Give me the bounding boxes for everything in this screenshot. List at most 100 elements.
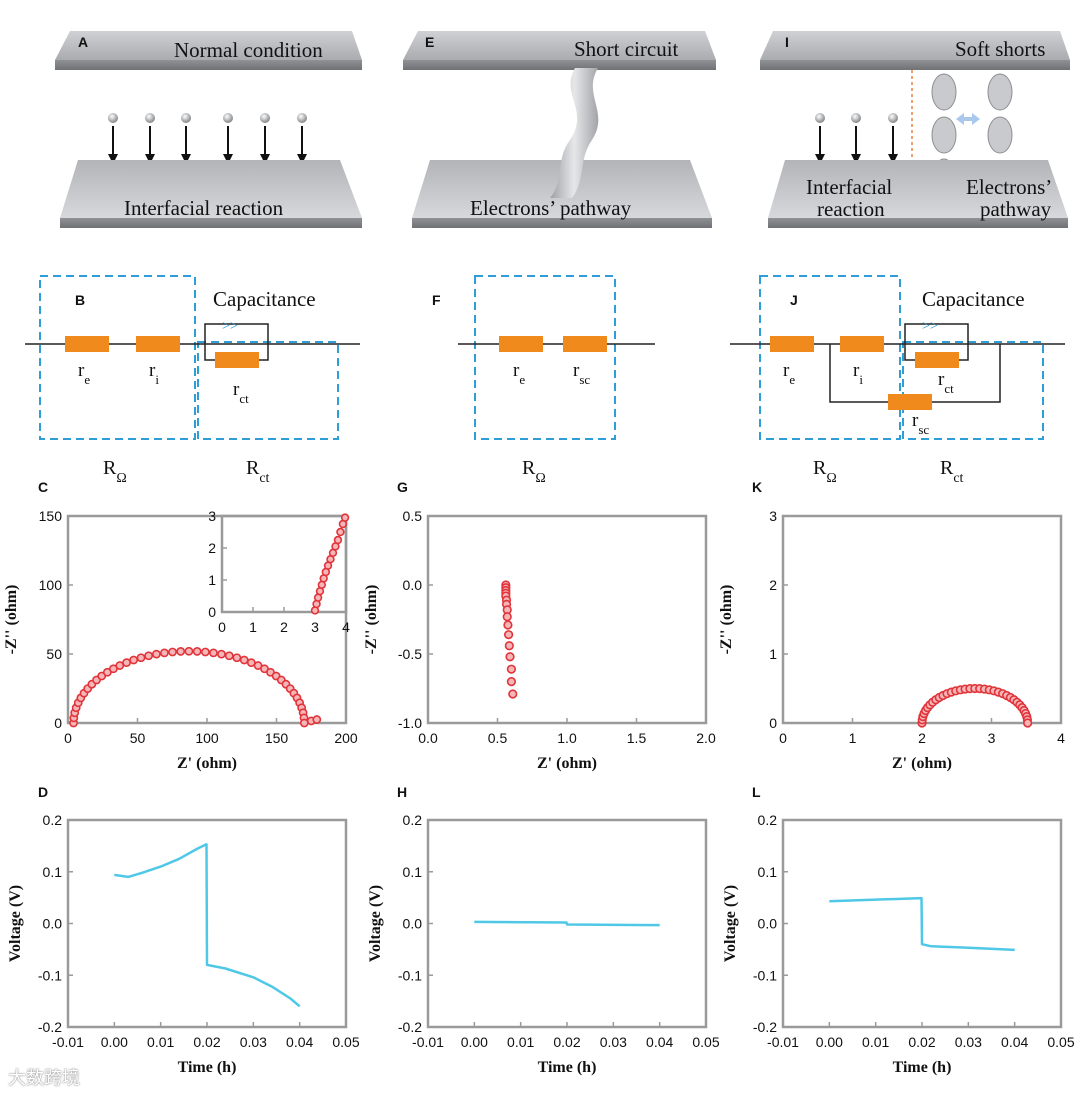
data-point — [506, 676, 517, 687]
dashed-box-r-omega — [39, 275, 196, 440]
x-axis-title: Time (h) — [538, 1059, 597, 1076]
label-rsc: rsc — [912, 410, 929, 437]
data-point — [504, 641, 514, 651]
y-tick-label: 0.0 — [43, 916, 63, 932]
panel-label-f: F — [432, 292, 441, 308]
data-point — [232, 653, 242, 663]
x-tick-label: 0.02 — [193, 1034, 220, 1050]
y-tick-label: 3 — [769, 508, 777, 524]
ion-ball — [815, 113, 825, 123]
x-tick-label: 0.05 — [1047, 1034, 1074, 1050]
soft-short-dendrites — [931, 73, 1013, 192]
resistor-re — [65, 336, 109, 352]
y-axis-title: Voltage (V) — [367, 885, 384, 962]
data-point — [184, 646, 194, 656]
double-arrow — [956, 113, 980, 125]
data-point — [503, 620, 513, 630]
x-tick-label: 0.01 — [862, 1034, 889, 1050]
x-tick-label: 0.05 — [692, 1034, 719, 1050]
panel-label-d: D — [38, 784, 48, 800]
plate-title-e: Short circuit — [574, 37, 679, 61]
ion-ball — [297, 113, 307, 123]
data-point — [224, 651, 234, 661]
x-tick-label: 0.02 — [908, 1034, 935, 1050]
arrow-head — [260, 154, 270, 164]
x-tick-label: 0.00 — [461, 1034, 488, 1050]
data-point — [312, 715, 322, 724]
circuit-f: F re rsc RΩ — [432, 275, 655, 486]
circuit-b: B Capacitance >> re ri rct RΩ Rct — [25, 275, 360, 486]
data-point — [239, 655, 249, 665]
y-tick-label: 0.2 — [403, 812, 423, 828]
data-point — [340, 513, 350, 522]
capacitance-label: Capacitance — [213, 287, 316, 311]
plot-frame — [66, 514, 348, 725]
x-tick-label: 0.03 — [600, 1034, 627, 1050]
data-point — [136, 653, 146, 663]
x-tick-label: -0.01 — [412, 1034, 444, 1050]
right-text-line1: Electrons’ — [966, 175, 1052, 199]
data-point — [508, 689, 518, 699]
x-tick-label: 2 — [280, 619, 288, 635]
dashed-box-r-omega — [474, 275, 616, 440]
label-r-omega: RΩ — [522, 457, 546, 486]
x-axis-title: Time (h) — [893, 1059, 952, 1076]
y-tick-label: 150 — [39, 508, 63, 524]
bottom-plate — [60, 160, 362, 218]
x-tick-label: 150 — [265, 730, 289, 746]
data-point — [168, 647, 177, 657]
arrow-head — [145, 154, 155, 164]
top-plate-edge — [760, 60, 1070, 70]
data-point — [176, 647, 186, 656]
y-tick-label: 0.0 — [403, 916, 423, 932]
y-tick-label: 3 — [208, 508, 216, 524]
x-tick-label: 0.01 — [147, 1034, 174, 1050]
y-tick-label: 0.2 — [758, 812, 778, 828]
watermark: 大数跨境 — [8, 1068, 80, 1089]
x-tick-label: 0 — [218, 619, 226, 635]
x-tick-label: 50 — [130, 730, 146, 746]
panel-label-b: B — [75, 292, 85, 308]
panel-i-schematic: I Soft shorts Interfacial reaction Elect… — [760, 31, 1070, 228]
left-text-line2: reaction — [817, 197, 885, 221]
arrow-head — [815, 154, 825, 164]
resistor-rct — [215, 352, 259, 368]
resistor-rsc — [888, 394, 932, 410]
y-tick-label: 50 — [46, 646, 62, 662]
x-tick-label: 1 — [249, 619, 257, 635]
x-tick-label: 0.03 — [240, 1034, 267, 1050]
parallel-branch — [904, 323, 969, 361]
y-tick-label: 0 — [769, 715, 777, 731]
chart-d: D -0.01 0.00 0.01 0.02 0.03 0.04 0.05 -0.2 -0.1 0.… — [7, 784, 360, 1076]
circuit-j: J Capacitance >> re ri rct rsc RΩ Rct — [730, 275, 1065, 486]
capacitor-symbol: >> — [922, 319, 938, 334]
x-tick-label: 0.04 — [286, 1034, 313, 1050]
x-tick-label: 2.0 — [696, 730, 716, 746]
voltage-line — [474, 920, 660, 927]
y-tick-label: 2 — [769, 577, 777, 593]
data-point — [333, 535, 343, 545]
x-tick-label: 200 — [334, 730, 358, 746]
y-axis-title: Voltage (V) — [722, 885, 739, 962]
panel-label-j: J — [790, 292, 798, 308]
panel-label-l: L — [752, 784, 761, 800]
label-ri: ri — [853, 360, 863, 387]
x-tick-label: 0.01 — [507, 1034, 534, 1050]
data-point — [505, 652, 515, 662]
label-re: re — [513, 360, 525, 387]
ion-ball — [108, 113, 118, 123]
panel-label-e: E — [425, 34, 434, 50]
resistor-re — [499, 336, 543, 352]
x-tick-label: 1.5 — [627, 730, 647, 746]
resistor-ri — [840, 336, 884, 352]
x-tick-label: 0.00 — [816, 1034, 843, 1050]
dashed-box-r-omega — [759, 275, 901, 440]
x-axis-title: Z' (ohm) — [177, 755, 237, 772]
data-point — [299, 718, 309, 728]
x-tick-label: -0.01 — [52, 1034, 84, 1050]
x-tick-label: 3 — [988, 730, 996, 746]
y-tick-label: -0.2 — [398, 1019, 422, 1035]
data-point — [502, 612, 512, 622]
